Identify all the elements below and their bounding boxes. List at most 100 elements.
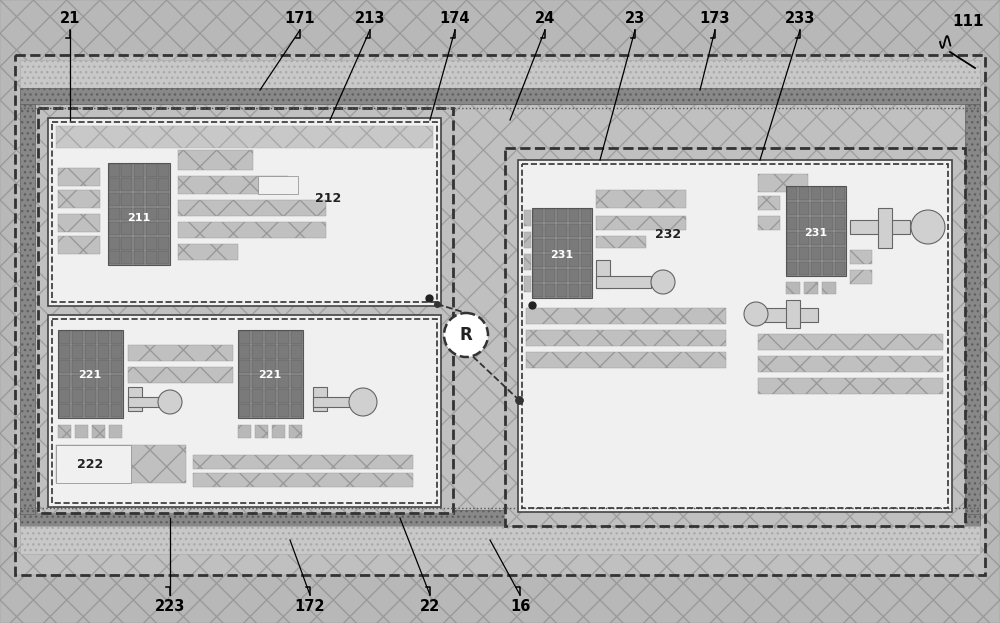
Bar <box>158 237 169 250</box>
Text: 231: 231 <box>804 228 828 238</box>
Bar <box>59 360 70 373</box>
Bar <box>134 178 144 191</box>
Bar <box>111 375 122 388</box>
Bar <box>98 360 109 373</box>
Bar <box>533 209 543 222</box>
Bar <box>58 190 100 208</box>
Bar <box>134 222 144 235</box>
Bar <box>38 108 453 513</box>
Bar <box>526 352 726 368</box>
Bar <box>85 404 96 417</box>
Bar <box>811 202 821 215</box>
Bar <box>85 360 96 373</box>
Bar <box>835 187 845 200</box>
Bar <box>596 190 686 208</box>
Bar <box>533 269 543 282</box>
Bar <box>178 150 253 170</box>
Bar <box>265 404 276 417</box>
Text: 212: 212 <box>315 191 341 204</box>
Bar <box>581 269 591 282</box>
Bar <box>278 404 289 417</box>
Bar <box>278 375 289 388</box>
Bar <box>533 284 543 297</box>
Bar <box>569 254 579 267</box>
Bar <box>111 404 122 417</box>
Bar <box>56 445 131 483</box>
Text: R: R <box>460 326 472 344</box>
Bar <box>239 375 250 388</box>
Bar <box>811 262 821 275</box>
Text: 211: 211 <box>127 213 151 223</box>
Bar <box>15 55 985 575</box>
Bar <box>238 330 303 418</box>
Bar <box>265 375 276 388</box>
Bar <box>569 269 579 282</box>
Bar <box>20 510 980 526</box>
Bar <box>109 222 120 235</box>
Bar <box>59 375 70 388</box>
Bar <box>823 262 833 275</box>
Bar <box>278 360 289 373</box>
Bar <box>252 346 263 358</box>
Bar <box>252 389 263 402</box>
Bar <box>58 330 123 418</box>
Bar <box>158 178 169 191</box>
Bar <box>108 163 170 265</box>
Bar <box>291 331 302 344</box>
Bar <box>38 108 453 513</box>
Bar <box>134 207 144 221</box>
Bar <box>52 319 437 503</box>
Bar <box>811 232 821 245</box>
Bar <box>72 375 83 388</box>
Bar <box>193 455 413 469</box>
Text: 24: 24 <box>535 11 555 26</box>
Bar <box>596 276 651 288</box>
Bar <box>850 220 910 234</box>
Bar <box>526 308 726 324</box>
Bar <box>109 207 120 221</box>
Bar <box>121 251 132 264</box>
Text: 221: 221 <box>78 370 102 380</box>
Circle shape <box>158 390 182 414</box>
Bar <box>85 375 96 388</box>
Bar <box>569 209 579 222</box>
Bar <box>92 425 105 438</box>
Bar <box>758 216 780 230</box>
Bar <box>252 360 263 373</box>
Bar <box>158 193 169 206</box>
Bar <box>111 346 122 358</box>
Text: 172: 172 <box>295 599 325 614</box>
Bar <box>238 425 251 438</box>
Bar <box>146 251 157 264</box>
Bar <box>178 244 238 260</box>
Bar <box>52 122 437 302</box>
Bar <box>121 237 132 250</box>
Bar <box>291 404 302 417</box>
Bar <box>121 164 132 177</box>
Bar <box>811 187 821 200</box>
Bar <box>799 202 809 215</box>
Bar <box>109 164 120 177</box>
Bar <box>98 346 109 358</box>
Bar <box>505 148 965 526</box>
Bar <box>787 202 797 215</box>
Bar <box>58 425 71 438</box>
Bar <box>799 187 809 200</box>
Bar <box>291 375 302 388</box>
Bar <box>545 284 555 297</box>
Bar <box>134 237 144 250</box>
Bar <box>786 186 846 276</box>
Bar <box>850 250 872 264</box>
Bar <box>835 217 845 231</box>
Bar <box>178 222 326 238</box>
Bar <box>811 217 821 231</box>
Bar <box>48 315 441 507</box>
Text: 111: 111 <box>952 14 984 29</box>
Bar <box>758 334 943 350</box>
Bar <box>48 118 441 306</box>
Bar <box>596 236 646 248</box>
Bar <box>799 217 809 231</box>
Bar <box>146 222 157 235</box>
Bar <box>835 232 845 245</box>
Bar <box>109 425 122 438</box>
